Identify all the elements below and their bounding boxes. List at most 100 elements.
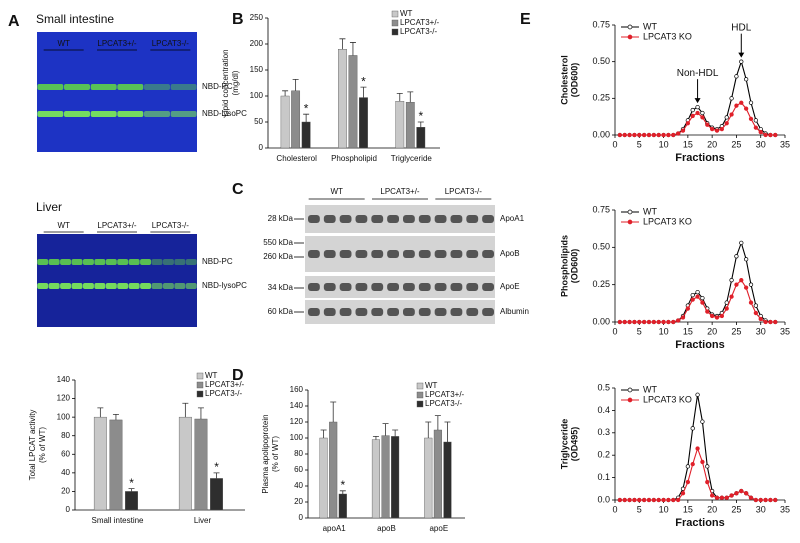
point <box>743 491 749 496</box>
point <box>734 103 739 108</box>
x-tick-label: 20 <box>707 139 717 149</box>
y-tick-label: 60 <box>294 465 303 474</box>
blot-band <box>466 283 479 291</box>
error-bar <box>128 488 135 492</box>
point <box>734 491 739 496</box>
y-tick-label: 40 <box>294 481 303 490</box>
y-tick-label: 40 <box>61 468 70 477</box>
legend-label: LPCAT3 KO <box>643 216 692 226</box>
line <box>619 241 776 323</box>
blot-band <box>482 308 494 316</box>
point <box>700 295 705 301</box>
gel-band <box>117 111 144 117</box>
legend-marker <box>627 397 633 403</box>
point <box>700 419 705 424</box>
error-bar <box>392 429 399 437</box>
blot-band <box>450 215 463 223</box>
point <box>617 497 623 503</box>
x-tick-label: 5 <box>637 504 642 514</box>
bar <box>391 436 400 519</box>
point <box>743 77 749 82</box>
point <box>695 110 700 116</box>
point <box>709 493 715 498</box>
point <box>763 132 768 138</box>
x-tick-label: 0 <box>612 326 617 336</box>
blot-band <box>418 283 431 291</box>
point <box>637 319 642 325</box>
blot-band <box>418 308 431 316</box>
point <box>617 319 623 325</box>
point <box>656 132 661 138</box>
legend-swatch <box>416 400 424 408</box>
point <box>661 319 666 325</box>
point <box>690 462 695 467</box>
y-tick-label: 0.25 <box>592 93 610 103</box>
legend-label: WT <box>425 381 438 390</box>
gel-band <box>117 84 144 90</box>
blot-band <box>308 308 320 316</box>
blot-band <box>371 283 384 291</box>
significance-mark: * <box>214 460 219 474</box>
legend-label: WT <box>205 371 218 380</box>
bar <box>338 493 347 519</box>
gel-band <box>48 259 60 265</box>
legend-label: LPCAT3 KO <box>643 31 692 41</box>
bar <box>416 126 426 149</box>
y-tick-label: 100 <box>290 433 304 442</box>
point <box>675 318 681 323</box>
gel-band <box>71 283 83 289</box>
bar <box>109 419 123 511</box>
y-tick-label: 0.5 <box>597 382 610 392</box>
bar <box>93 416 107 511</box>
point <box>641 319 647 325</box>
blot-band <box>339 250 352 258</box>
y-tick-label: 0.25 <box>592 279 610 289</box>
panel-label: D <box>232 367 244 384</box>
x-tick-label: 0 <box>612 504 617 514</box>
gel-band <box>117 283 129 289</box>
error-bar <box>182 402 189 418</box>
point <box>651 497 657 503</box>
chart: 0 20 40 60 80 100 120 140 160 Plasma apolipoprote… <box>261 381 465 533</box>
x-tick-label: 5 <box>637 326 642 336</box>
legend-label: LPCAT3+/- <box>425 390 465 399</box>
y-tick-label: 250 <box>250 13 264 22</box>
point <box>724 495 729 500</box>
error-bar <box>425 421 432 438</box>
x-tick-label: 25 <box>731 504 741 514</box>
gel-band <box>48 283 60 289</box>
panel-label: A <box>8 13 20 30</box>
legend-marker <box>627 24 633 30</box>
y-axis-label: Plasma apolipoprotein <box>261 414 270 493</box>
x-tick-label: 35 <box>780 139 790 149</box>
error-bar <box>303 113 310 122</box>
point <box>768 497 773 503</box>
y-tick-label: 20 <box>294 497 303 506</box>
point <box>675 131 681 136</box>
gel-band <box>174 259 186 265</box>
point <box>690 292 695 298</box>
gel-band <box>140 283 152 289</box>
point <box>753 303 759 308</box>
legend-marker <box>627 34 633 40</box>
point <box>700 115 705 120</box>
error-bar <box>292 78 299 91</box>
point <box>729 278 734 283</box>
x-tick-label: 15 <box>683 504 693 514</box>
y-tick-label: 140 <box>57 375 71 384</box>
y-axis-label: (% of WT) <box>271 436 280 472</box>
point <box>743 106 749 111</box>
point <box>690 297 695 302</box>
point <box>632 319 637 325</box>
x-tick-label: 10 <box>659 326 669 336</box>
blot-band <box>355 283 368 291</box>
x-tick-label: 25 <box>731 326 741 336</box>
error-bar <box>97 407 104 418</box>
point <box>627 497 632 503</box>
gel-header <box>37 215 197 234</box>
point <box>680 315 686 320</box>
blot-band <box>387 215 399 223</box>
point <box>637 132 642 138</box>
point <box>729 294 734 299</box>
legend-swatch <box>196 381 204 389</box>
